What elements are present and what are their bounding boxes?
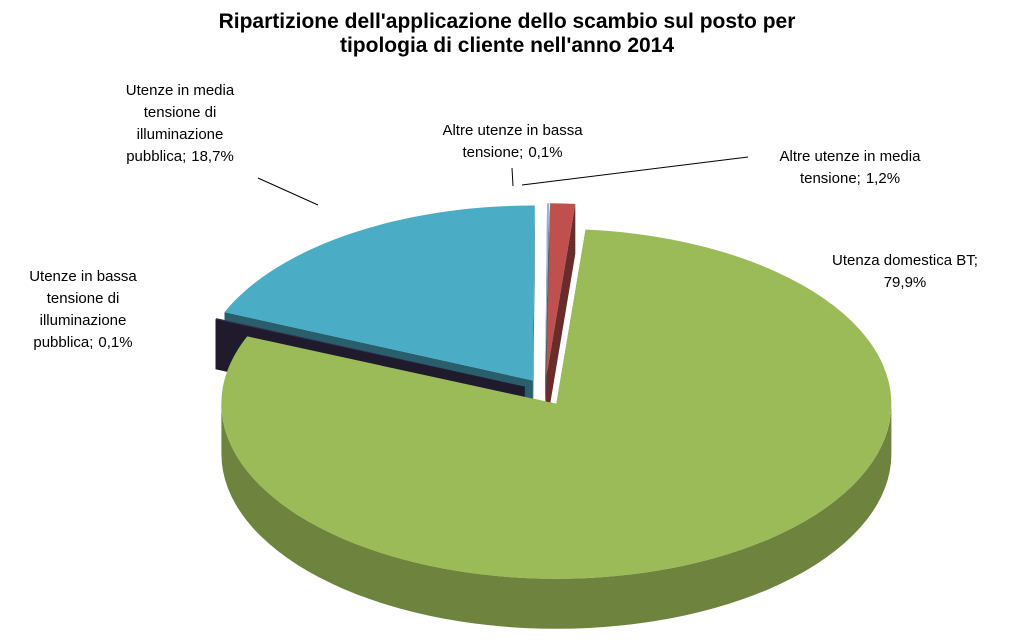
slice-side xyxy=(221,403,892,629)
leader-line xyxy=(511,167,514,187)
data-label: Utenze in bassa tensione di illuminazion… xyxy=(29,268,137,351)
slice xyxy=(221,229,892,579)
leader-line xyxy=(257,177,319,206)
data-label: Altre utenze in media tensione; 1,2% xyxy=(779,148,921,187)
slice xyxy=(546,203,576,379)
slice xyxy=(224,205,535,381)
data-label: Utenze in media tensione di illuminazion… xyxy=(125,82,235,165)
leader-line xyxy=(521,156,749,186)
slice xyxy=(545,203,550,379)
data-label: Utenza domestica BT; 79,9% xyxy=(832,252,978,291)
chart-title: Ripartizione dell'applicazione dello sca… xyxy=(218,10,796,57)
slice-face xyxy=(545,203,550,429)
slice-face xyxy=(546,203,576,429)
slice xyxy=(215,318,525,387)
data-label: Altre utenze in bassa tensione; 0,1% xyxy=(442,122,583,161)
slice-face xyxy=(532,205,535,431)
